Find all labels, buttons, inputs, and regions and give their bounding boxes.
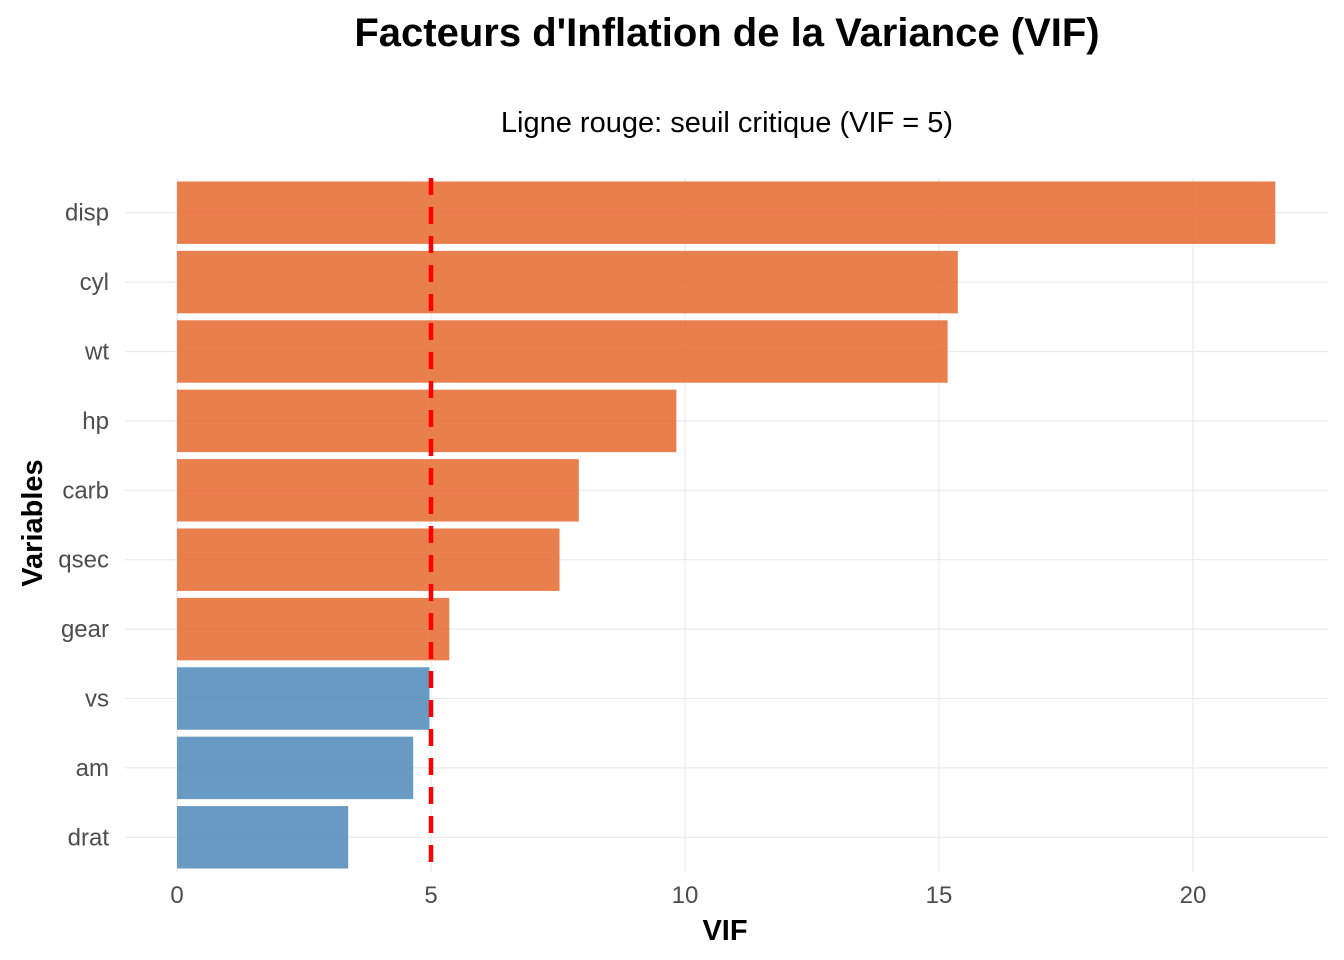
y-tick-label: qsec (58, 547, 109, 574)
chart-title: Facteurs d'Inflation de la Variance (VIF… (354, 11, 1099, 55)
bar-am (177, 736, 414, 800)
y-tick-label: am (76, 755, 109, 782)
y-tick-label: drat (68, 824, 110, 851)
bar-carb (177, 459, 579, 522)
y-axis-title: Variables (17, 459, 49, 586)
bar-gear (177, 597, 450, 661)
y-tick-label: wt (84, 339, 109, 366)
x-tick-label: 20 (1180, 882, 1207, 909)
y-tick-labels: disp cyl wt hp carb qsec gear vs am drat (58, 200, 109, 852)
bar-qsec (177, 528, 560, 591)
bar-disp (177, 181, 1276, 244)
x-tick-label: 5 (424, 882, 437, 909)
y-tick-label: carb (62, 477, 109, 504)
bars (177, 181, 1276, 869)
x-tick-label: 10 (672, 882, 699, 909)
y-tick-label: cyl (80, 269, 109, 296)
x-tick-label: 0 (170, 882, 183, 909)
x-tick-labels: 0 5 10 15 20 (170, 882, 1206, 909)
y-tick-label: hp (82, 408, 109, 435)
y-tick-label: disp (65, 200, 109, 227)
bar-drat (177, 806, 349, 869)
chart-subtitle: Ligne rouge: seuil critique (VIF = 5) (501, 107, 953, 139)
x-tick-label: 15 (926, 882, 953, 909)
y-tick-label: gear (61, 616, 109, 643)
x-axis-title: VIF (702, 915, 747, 947)
y-tick-label: vs (85, 686, 109, 713)
bar-wt (177, 320, 948, 383)
bar-vs (177, 667, 430, 730)
bar-cyl (177, 250, 958, 314)
bar-hp (177, 389, 677, 453)
